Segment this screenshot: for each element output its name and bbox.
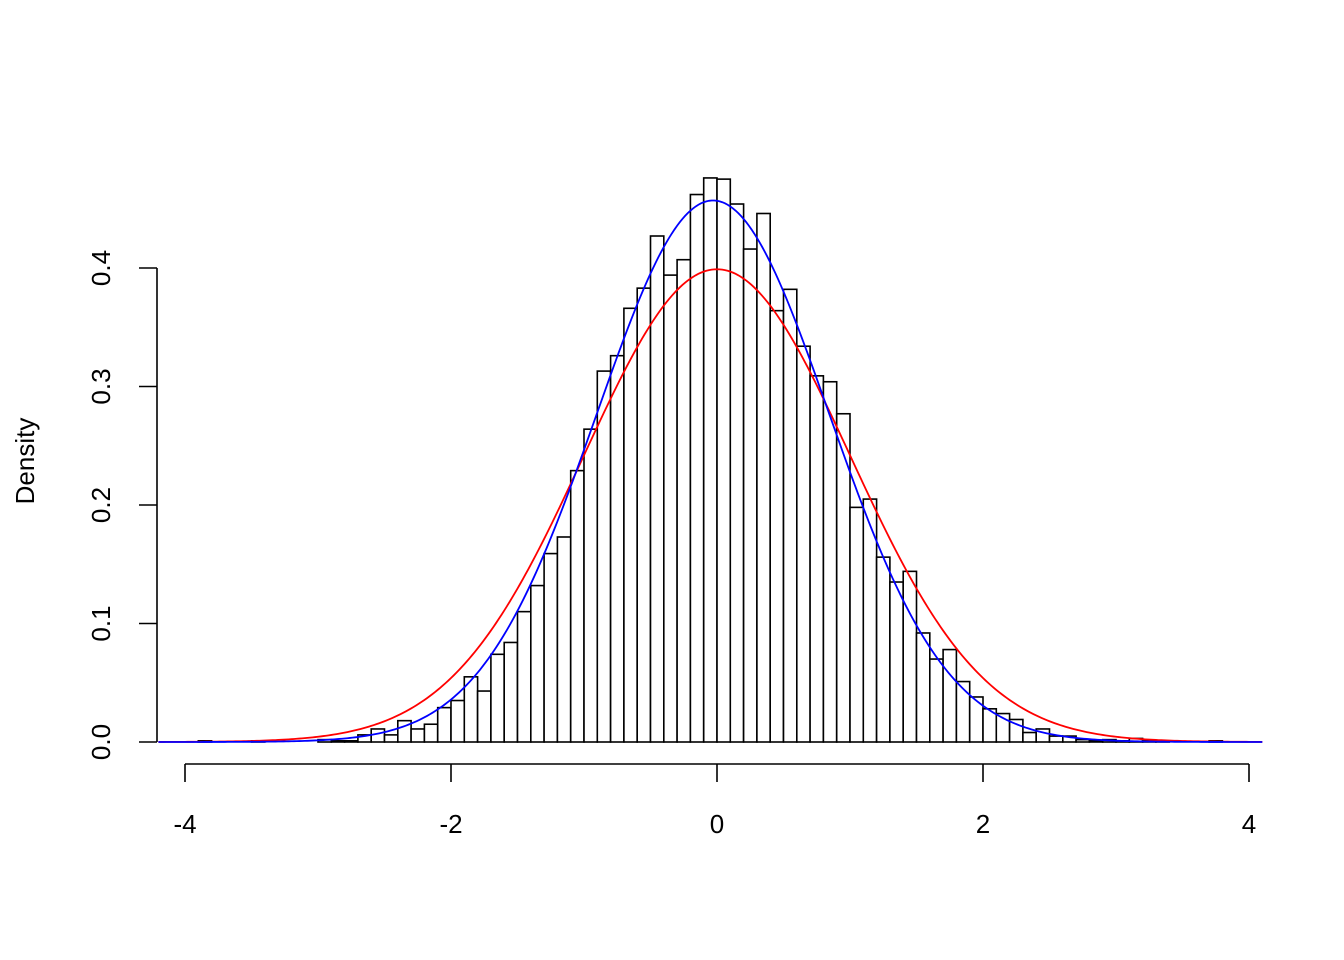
y-axis-title: Density	[10, 418, 40, 505]
histogram-bar	[343, 740, 359, 743]
histogram-bar	[516, 610, 532, 743]
histogram-bar	[649, 235, 665, 743]
histogram-bar	[809, 375, 825, 743]
histogram-bar	[436, 706, 452, 743]
x-tick-label: 2	[976, 809, 990, 839]
histogram-bar	[915, 632, 931, 743]
histogram-bar	[782, 288, 798, 743]
histogram-bar	[503, 641, 519, 743]
histogram-bar	[476, 690, 492, 743]
histogram-bar	[490, 653, 505, 743]
histogram-bar	[543, 552, 559, 743]
density-curves	[158, 199, 1263, 743]
histogram-bar	[596, 370, 612, 743]
y-tick-label: 0.1	[86, 605, 116, 641]
histogram-bar	[370, 728, 386, 743]
histogram-bar	[769, 309, 785, 743]
histogram-bar	[330, 740, 346, 743]
histogram-bar	[716, 178, 732, 743]
normal-density-curve-red	[158, 268, 1263, 743]
histogram-bar	[569, 469, 585, 743]
y-tick-label: 0.0	[86, 724, 116, 760]
x-tick-label: 4	[1242, 809, 1256, 839]
histogram-bar	[1088, 740, 1104, 743]
x-tick-label: 0	[710, 809, 724, 839]
y-axis: 0.0 0.1 0.2 0.3 0.4	[86, 250, 158, 760]
y-tick-label: 0.3	[86, 368, 116, 404]
histogram-bar	[623, 307, 639, 743]
histogram-bar	[529, 584, 545, 743]
histogram-bar	[902, 570, 918, 743]
histogram-bar	[1075, 738, 1091, 743]
histogram-bar	[1022, 731, 1038, 743]
x-axis: -4 -2 0 2 4	[173, 763, 1256, 839]
histogram-bar	[835, 412, 851, 743]
histogram-bar	[702, 177, 718, 743]
histogram-bar	[849, 506, 865, 743]
histogram-bar	[889, 581, 905, 743]
histogram-bar	[450, 699, 466, 743]
histogram-bar	[636, 287, 652, 743]
histogram-bar	[423, 723, 439, 743]
histogram-bar	[662, 274, 678, 743]
histogram-bar	[410, 728, 426, 743]
histogram-bar	[609, 354, 625, 743]
histogram-bar	[928, 658, 944, 743]
histogram-bar	[583, 428, 599, 743]
histogram-bar	[875, 556, 891, 743]
histogram-bar	[1048, 735, 1064, 743]
x-tick-label: -4	[173, 809, 196, 839]
histogram-bar	[742, 248, 758, 743]
histogram-bars	[197, 177, 1224, 743]
histogram-bar	[556, 536, 572, 743]
y-tick-label: 0.4	[86, 250, 116, 286]
histogram-bar	[383, 734, 399, 743]
fitted-density-curve-blue	[158, 199, 1263, 743]
histogram-bar	[822, 380, 838, 743]
x-tick-label: -2	[439, 809, 462, 839]
histogram-bar	[676, 258, 692, 743]
y-tick-label: 0.2	[86, 487, 116, 523]
histogram-bar	[729, 203, 745, 743]
histogram-bar	[795, 345, 811, 743]
histogram-bar	[955, 680, 971, 743]
histogram-bar	[942, 648, 958, 743]
